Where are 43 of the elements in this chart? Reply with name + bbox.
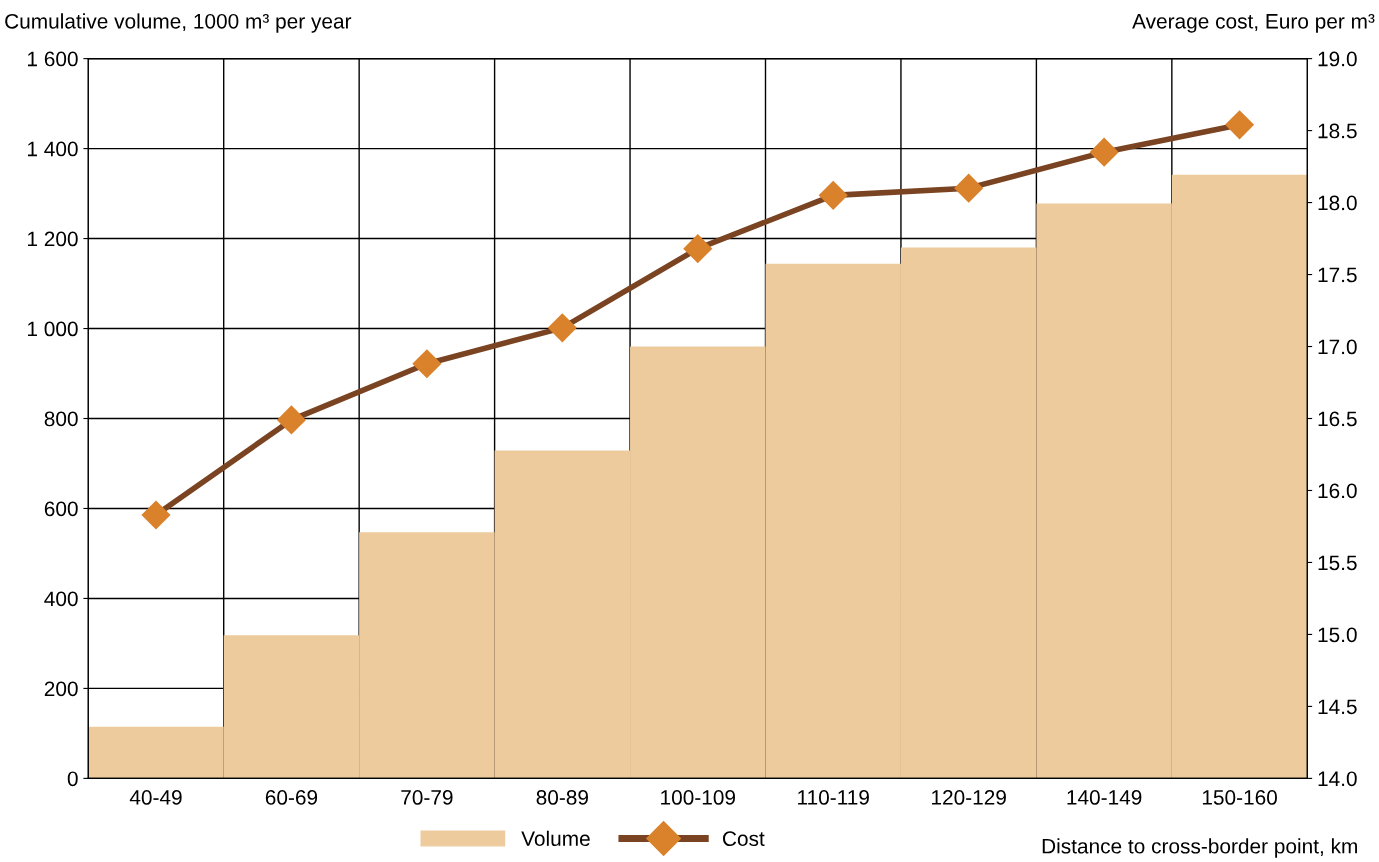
x-tick-label: 120-129 bbox=[932, 790, 1006, 805]
point bbox=[683, 234, 713, 264]
x-axis-title: Distance to cross-border point, km bbox=[1042, 838, 1357, 858]
y2-tick-label: 19.0 bbox=[1318, 51, 1357, 67]
x-tick-label: 150-160 bbox=[1202, 790, 1277, 805]
y-tick-label: 400 bbox=[44, 591, 78, 607]
y2-tick-label: 14.5 bbox=[1318, 699, 1357, 715]
point bbox=[818, 180, 848, 210]
x-tick-label: 100-109 bbox=[661, 790, 736, 805]
point bbox=[547, 313, 577, 343]
y-tick-label: 0 bbox=[67, 771, 78, 787]
legend-label: Cost bbox=[722, 831, 765, 847]
x-tick-label: 60-69 bbox=[265, 790, 318, 805]
y2-tick-label: 15.0 bbox=[1318, 627, 1357, 643]
point bbox=[1225, 110, 1255, 140]
y-tick-label: 200 bbox=[44, 681, 78, 697]
y-tick-label: 1 000 bbox=[27, 321, 78, 337]
y-tick-label: 1 200 bbox=[27, 231, 78, 247]
y2-tick-label: 17.5 bbox=[1318, 267, 1357, 283]
y2-tick-label: 14.0 bbox=[1318, 771, 1357, 787]
x-tick-label: 110-119 bbox=[798, 790, 869, 805]
y2-axis-title: Average cost, Euro per m³ bbox=[1132, 13, 1375, 33]
y2-tick-label: 17.0 bbox=[1318, 339, 1357, 355]
legend-label: Volume bbox=[521, 830, 590, 847]
y-axis-title: Cumulative volume, 1000 m³ per year bbox=[5, 13, 352, 33]
x-tick-label: 140-149 bbox=[1067, 790, 1142, 805]
y-tick-label: 600 bbox=[44, 501, 78, 517]
y2-tick-label: 16.5 bbox=[1318, 411, 1357, 427]
y2-tick-label: 18.5 bbox=[1318, 123, 1357, 139]
y2-tick-label: 15.5 bbox=[1318, 555, 1357, 571]
x-tick-label: 70-79 bbox=[401, 790, 453, 805]
point bbox=[276, 405, 306, 435]
point bbox=[141, 500, 171, 530]
point bbox=[412, 349, 442, 379]
y2-tick-label: 16.0 bbox=[1318, 483, 1357, 499]
y-tick-label: 800 bbox=[44, 411, 78, 427]
point bbox=[954, 173, 984, 203]
x-tick-label: 80-89 bbox=[536, 790, 588, 805]
x-tick-label: 40-49 bbox=[129, 790, 182, 805]
point bbox=[1089, 137, 1119, 167]
y-tick-label: 1 600 bbox=[27, 51, 78, 67]
y2-tick-label: 18.0 bbox=[1318, 195, 1357, 211]
y-tick-label: 1 400 bbox=[27, 141, 78, 157]
